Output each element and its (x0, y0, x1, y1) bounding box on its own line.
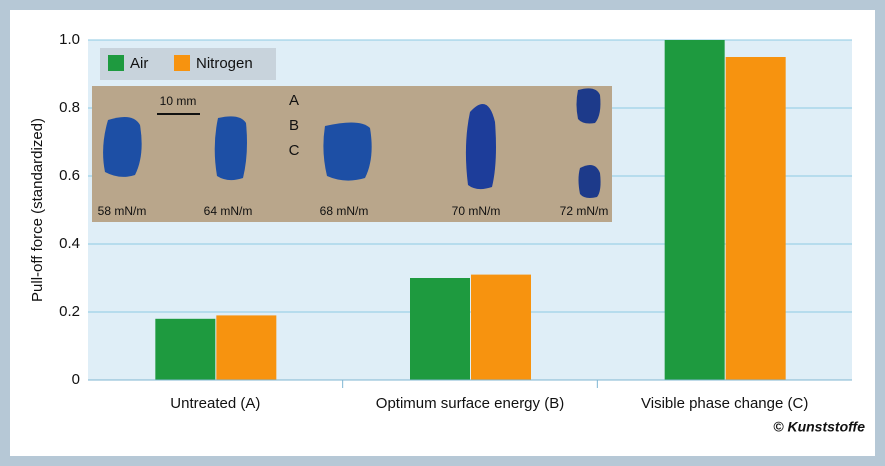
sample-label: 72 mN/m (560, 204, 609, 218)
bar (155, 319, 215, 380)
inset-letter: B (289, 117, 299, 134)
page: Pull-off force (standardized) 10 mm ABC 58… (0, 0, 885, 466)
credit: © Kunststoffe (773, 419, 865, 435)
y-axis-label: Pull-off force (standardized) (29, 118, 46, 302)
bar (216, 315, 276, 380)
scale-label: 10 mm (160, 94, 197, 108)
y-tick-label: 0 (72, 371, 80, 388)
sample-label: 68 mN/m (320, 204, 369, 218)
sample-label: 64 mN/m (204, 204, 253, 218)
bar (471, 275, 531, 380)
y-tick-label: 1.0 (59, 31, 80, 48)
bar (726, 57, 786, 380)
y-tick-label: 0.8 (59, 99, 80, 116)
x-tick-label: Visible phase change (C) (641, 395, 808, 412)
y-tick-label: 0.6 (59, 167, 80, 184)
sample (323, 122, 371, 180)
sample (466, 104, 496, 189)
legend-label: Air (130, 55, 148, 72)
legend-items: Air Nitrogen (108, 55, 253, 72)
x-tick-label: Optimum surface energy (B) (376, 395, 564, 412)
y-tick-label: 0.2 (59, 303, 80, 320)
inset-letter: A (289, 92, 299, 109)
chart: Pull-off force (standardized) 10 mm ABC 58… (0, 0, 885, 466)
x-tick-label: Untreated (A) (170, 395, 260, 412)
bar (665, 40, 725, 380)
sample (579, 165, 601, 198)
sample (103, 117, 142, 177)
y-tick-label: 0.4 (59, 235, 80, 252)
legend-swatch (108, 55, 124, 71)
legend-label: Nitrogen (196, 55, 253, 72)
inset-letter: C (289, 142, 300, 159)
sample-label: 70 mN/m (452, 204, 501, 218)
sample-label: 58 mN/m (98, 204, 147, 218)
sample (215, 116, 247, 180)
sample (577, 88, 601, 123)
bar (410, 278, 470, 380)
legend-swatch (174, 55, 190, 71)
